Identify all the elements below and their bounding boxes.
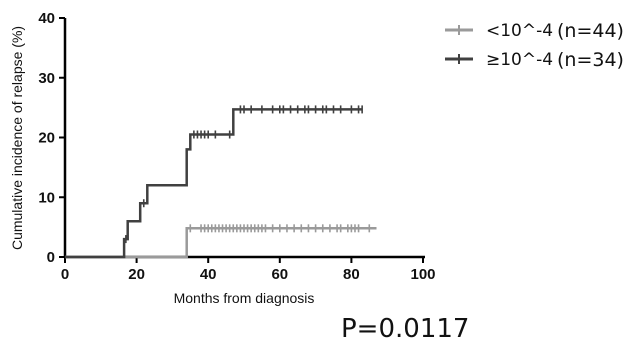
series-high-line xyxy=(65,108,363,259)
series-low-line xyxy=(65,227,377,259)
legend-label-low: <10^-4 xyxy=(486,21,553,41)
p-value-annotation: P=0.0117 xyxy=(341,314,469,344)
legend-label-high: ≥10^-4 xyxy=(486,50,553,70)
y-tick-label: 40 xyxy=(38,10,55,27)
x-tick-group: 0 20 40 60 80 100 xyxy=(61,257,436,283)
series-low xyxy=(65,224,377,259)
x-tick-label: 0 xyxy=(61,266,69,283)
series-layer xyxy=(65,105,377,259)
x-axis-title: Months from diagnosis xyxy=(174,290,315,306)
x-tick-label: 80 xyxy=(343,266,360,283)
y-tick-label: 20 xyxy=(38,130,55,147)
y-axis-title: Cumulative incidence of relapse (%) xyxy=(9,26,25,250)
legend-count-high: (n=34) xyxy=(557,49,624,71)
legend-count-low: (n=44) xyxy=(557,20,624,42)
y-tick-group: 0 10 20 30 40 xyxy=(38,10,65,266)
series-high xyxy=(65,105,363,259)
y-tick-label: 0 xyxy=(47,249,55,266)
x-tick-label: 100 xyxy=(410,266,435,283)
legend: <10^-4 (n=44) ≥10^-4 (n=34) xyxy=(445,20,624,71)
x-tick-label: 40 xyxy=(200,266,217,283)
legend-entry-low: <10^-4 (n=44) xyxy=(445,20,624,42)
y-tick-label: 10 xyxy=(38,189,55,206)
legend-entry-high: ≥10^-4 (n=34) xyxy=(445,49,624,71)
x-tick-label: 60 xyxy=(271,266,288,283)
x-tick-label: 20 xyxy=(128,266,145,283)
y-tick-label: 30 xyxy=(38,70,55,87)
